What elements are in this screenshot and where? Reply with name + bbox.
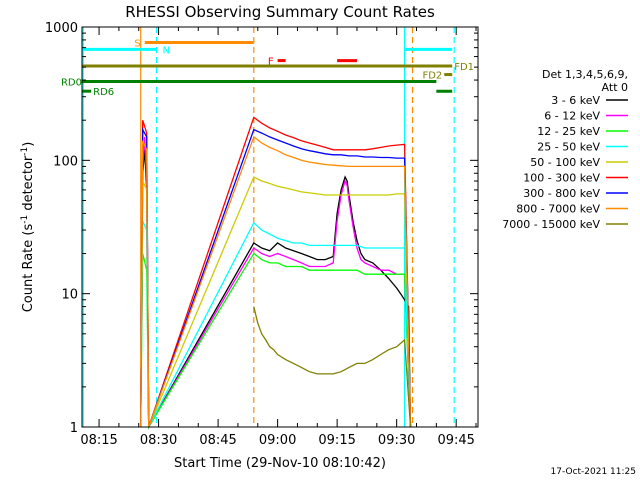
status-label-fd2: FD2: [422, 71, 442, 82]
x-tick-label-6: 09:45: [437, 433, 474, 448]
plot-frame: [81, 26, 479, 428]
series-line-8: [253, 306, 412, 428]
x-tick-label-5: 09:30: [378, 433, 415, 448]
status-label-rd0: RD0: [61, 78, 82, 89]
legend-header-0: Det 1,3,4,5,6,9,: [542, 68, 628, 81]
x-axis-label: Start Time (29-Nov-10 08:10:42): [174, 456, 386, 471]
y-tick-label-3: 1000: [45, 21, 78, 36]
series-line-2: [140, 252, 412, 430]
timestamp-footer: 17-Oct-2021 11:25: [551, 467, 636, 477]
legend-label-6: 300 - 800 keV: [523, 187, 600, 200]
legend-label-8: 7000 - 15000 keV: [502, 218, 600, 231]
series-line-0: [140, 149, 412, 430]
y-tick-label-2: 100: [53, 154, 78, 169]
x-tick-label-3: 09:00: [259, 433, 296, 448]
status-label-s: S: [134, 39, 140, 50]
x-tick-label-1: 08:30: [140, 433, 177, 448]
x-tick-label-0: 08:15: [80, 433, 117, 448]
series-line-1: [140, 136, 412, 430]
y-axis-label: Count Rate (s-1 detector-1): [20, 142, 36, 313]
status-label-rd6: RD6: [93, 87, 114, 98]
series-line-6: [140, 127, 412, 428]
y-tick-label-1: 10: [61, 288, 78, 303]
y-tick-label-0: 1: [70, 421, 78, 436]
legend-label-5: 100 - 300 keV: [523, 172, 600, 185]
status-label-f: F: [268, 57, 274, 68]
legend-label-1: 6 - 12 keV: [544, 110, 600, 123]
series-line-7: [140, 135, 412, 428]
legend-label-4: 50 - 100 keV: [530, 156, 600, 169]
chart-title: RHESSI Observing Summary Count Rates: [125, 3, 435, 21]
x-tick-label-4: 09:15: [318, 433, 355, 448]
series-line-4: [140, 176, 412, 428]
legend-label-7: 800 - 7000 keV: [516, 203, 600, 216]
status-label-n: N: [163, 45, 170, 56]
series-line-5: [140, 116, 412, 428]
legend-label-3: 25 - 50 keV: [537, 141, 600, 154]
legend-header-1: Att 0: [602, 81, 628, 94]
status-label-fd1: FD1: [454, 62, 474, 73]
series-line-3: [140, 220, 412, 428]
legend-label-0: 3 - 6 keV: [551, 94, 600, 107]
legend-label-2: 12 - 25 keV: [537, 125, 600, 138]
x-tick-label-2: 08:45: [199, 433, 236, 448]
